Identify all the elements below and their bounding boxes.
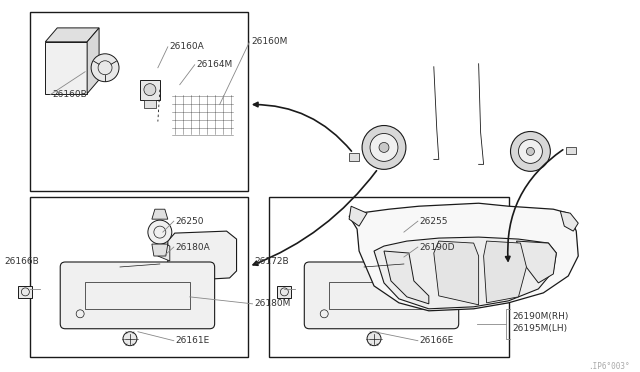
Polygon shape <box>349 206 367 226</box>
Circle shape <box>91 54 119 82</box>
Polygon shape <box>560 211 579 231</box>
Polygon shape <box>168 231 237 281</box>
Text: 26255: 26255 <box>420 217 449 226</box>
FancyBboxPatch shape <box>304 262 459 329</box>
Text: 26250: 26250 <box>176 217 204 226</box>
Text: 26160B: 26160B <box>52 90 87 99</box>
Bar <box>30 12 248 191</box>
Polygon shape <box>45 42 87 94</box>
Polygon shape <box>516 241 556 283</box>
Polygon shape <box>45 28 99 42</box>
Circle shape <box>527 147 534 155</box>
Circle shape <box>367 332 381 346</box>
Text: 26164M: 26164M <box>196 60 233 69</box>
Polygon shape <box>152 209 168 219</box>
Polygon shape <box>374 237 556 309</box>
Text: 26161E: 26161E <box>176 336 210 345</box>
Text: 26180A: 26180A <box>176 243 211 251</box>
Polygon shape <box>434 241 479 305</box>
Bar <box>30 197 248 357</box>
Text: 26190M(RH): 26190M(RH) <box>513 312 569 321</box>
Polygon shape <box>384 251 429 304</box>
Bar <box>19 286 33 298</box>
Bar <box>329 282 434 309</box>
Circle shape <box>148 220 172 244</box>
Text: 26195M(LH): 26195M(LH) <box>513 324 568 333</box>
Bar <box>277 286 291 298</box>
Text: 26180M: 26180M <box>255 299 291 308</box>
Circle shape <box>123 332 137 346</box>
Text: 26160A: 26160A <box>170 42 205 51</box>
Circle shape <box>392 220 416 244</box>
Bar <box>566 147 576 154</box>
Polygon shape <box>152 244 168 256</box>
Text: 26190D: 26190D <box>420 243 455 251</box>
Polygon shape <box>396 244 412 256</box>
Polygon shape <box>396 209 412 219</box>
Polygon shape <box>144 100 156 108</box>
Circle shape <box>379 142 389 153</box>
Bar <box>269 197 509 357</box>
Text: 26172B: 26172B <box>255 257 289 266</box>
Circle shape <box>511 131 550 171</box>
Bar <box>85 282 189 309</box>
Text: .IP6°003°: .IP6°003° <box>588 362 630 371</box>
FancyBboxPatch shape <box>60 262 214 329</box>
Polygon shape <box>484 241 527 303</box>
Bar <box>349 153 359 161</box>
Text: 26160M: 26160M <box>252 37 288 46</box>
Text: 26166B: 26166B <box>4 257 39 266</box>
Circle shape <box>370 134 398 161</box>
Polygon shape <box>87 28 99 94</box>
Text: 26166E: 26166E <box>420 336 454 345</box>
Circle shape <box>518 140 542 163</box>
Circle shape <box>362 125 406 169</box>
Circle shape <box>144 84 156 96</box>
Polygon shape <box>140 80 160 100</box>
Polygon shape <box>349 203 579 311</box>
Polygon shape <box>158 241 170 261</box>
